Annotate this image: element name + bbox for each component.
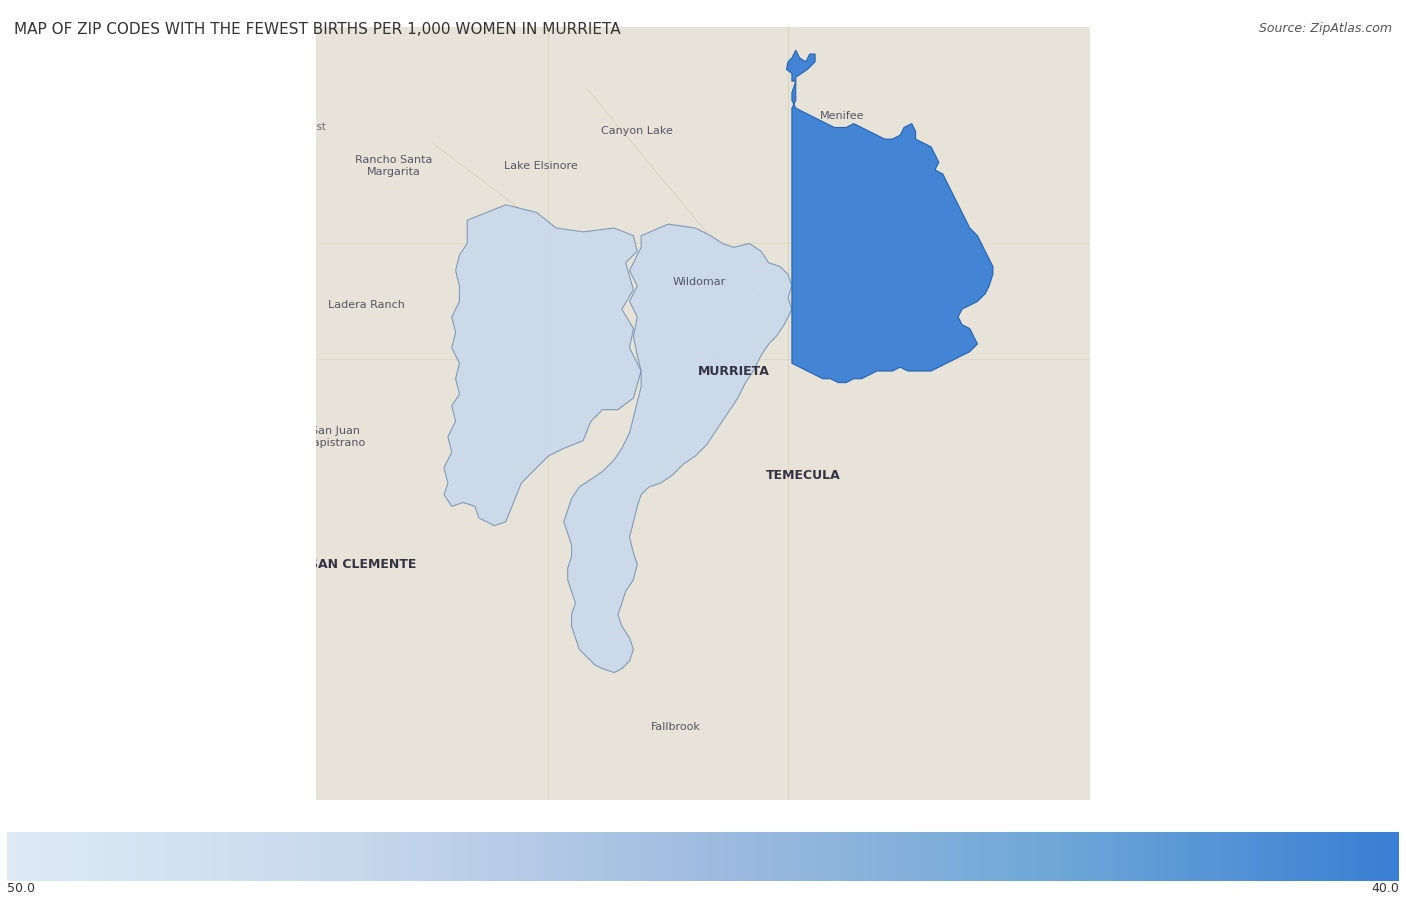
Text: Lake Elsinore: Lake Elsinore [503, 161, 578, 171]
Polygon shape [564, 224, 792, 672]
Text: Wildomar: Wildomar [672, 277, 725, 287]
Text: Fallbrook: Fallbrook [651, 722, 700, 732]
Polygon shape [786, 50, 993, 383]
Text: Menifee: Menifee [820, 111, 865, 120]
Text: Ladera Ranch: Ladera Ranch [328, 300, 405, 310]
Text: 50.0: 50.0 [7, 882, 35, 895]
Text: MAP OF ZIP CODES WITH THE FEWEST BIRTHS PER 1,000 WOMEN IN MURRIETA: MAP OF ZIP CODES WITH THE FEWEST BIRTHS … [14, 22, 620, 38]
Text: SAN CLEMENTE: SAN CLEMENTE [309, 557, 416, 571]
Polygon shape [444, 205, 641, 526]
Text: TEMECULA: TEMECULA [766, 469, 841, 482]
Text: Rancho Santa
Margarita: Rancho Santa Margarita [356, 156, 433, 177]
Text: Source: ZipAtlas.com: Source: ZipAtlas.com [1258, 22, 1392, 35]
Text: 40.0: 40.0 [1371, 882, 1399, 895]
Text: rest: rest [307, 122, 326, 132]
Text: Canyon Lake: Canyon Lake [602, 127, 673, 137]
Text: San Juan
Capistrano: San Juan Capistrano [305, 426, 366, 448]
Text: MURRIETA: MURRIETA [697, 364, 770, 378]
